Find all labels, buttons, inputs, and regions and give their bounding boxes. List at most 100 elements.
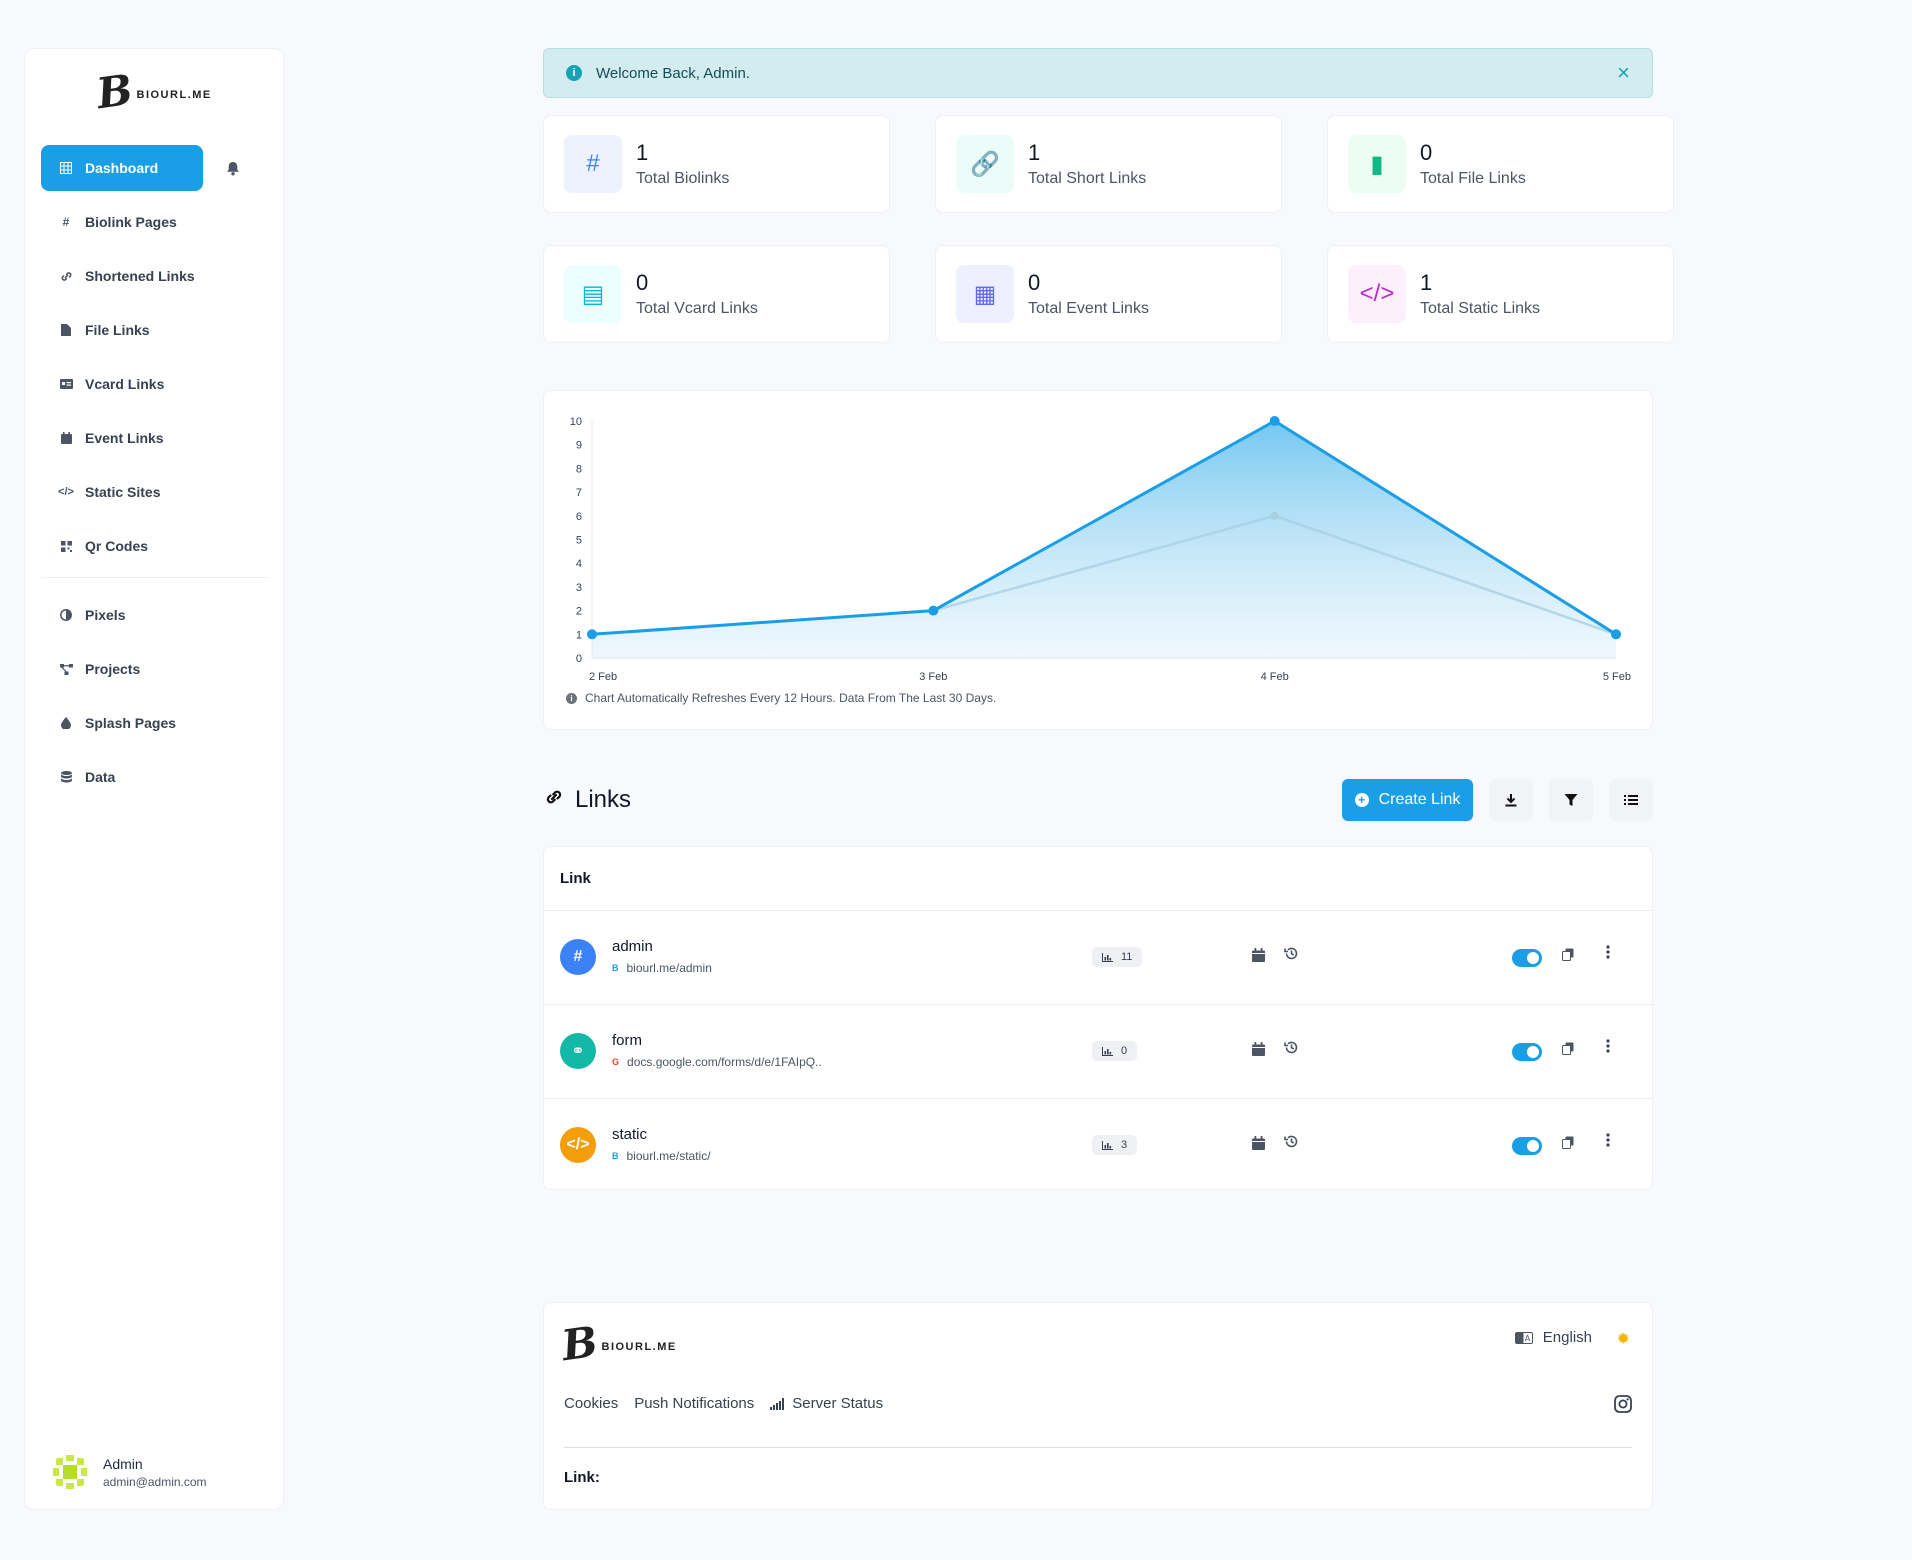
x-tick-label: 3 Feb — [919, 671, 947, 683]
sidebar-item-shortened-links[interactable]: Shortened Links — [41, 253, 269, 299]
sidebar-item-file-links[interactable]: File Links — [41, 307, 269, 353]
sidebar-item-label: Projects — [85, 661, 141, 677]
more-options-icon[interactable] — [1606, 945, 1610, 964]
create-link-button[interactable]: + Create Link — [1342, 779, 1473, 821]
stat-text: 0 Total File Links — [1420, 140, 1526, 188]
stat-card-total-short-links[interactable]: 🔗 1 Total Short Links — [935, 115, 1282, 213]
clicks-badge[interactable]: 11 — [1092, 947, 1143, 967]
copy-icon[interactable] — [1562, 948, 1574, 966]
link-enabled-toggle[interactable] — [1512, 1043, 1542, 1061]
sidebar-item-label: Biolink Pages — [85, 214, 177, 230]
brand-logo[interactable]: B BIOURL.ME — [94, 65, 212, 118]
bell-icon[interactable] — [226, 161, 240, 181]
y-tick-label: 4 — [576, 558, 582, 570]
file-icon: ▮ — [1348, 135, 1406, 193]
user-profile[interactable]: Admin admin@admin.com — [51, 1453, 207, 1491]
sidebar-item-biolink-pages[interactable]: # Biolink Pages — [41, 199, 269, 245]
sidebar-item-data[interactable]: Data — [41, 754, 269, 800]
sun-icon[interactable]: ✹ — [1616, 1331, 1630, 1348]
stat-card-total-vcard-links[interactable]: ▤ 0 Total Vcard Links — [543, 245, 890, 343]
alert-message: Welcome Back, Admin. — [596, 64, 750, 82]
hash-icon: # — [560, 939, 596, 975]
stat-card-total-event-links[interactable]: ▦ 0 Total Event Links — [935, 245, 1282, 343]
stat-card-total-static-links[interactable]: </> 1 Total Static Links — [1327, 245, 1674, 343]
stat-card-total-file-links[interactable]: ▮ 0 Total File Links — [1327, 115, 1674, 213]
data-point — [587, 629, 597, 640]
link-url-text: biourl.me/admin — [626, 961, 712, 975]
more-options-icon[interactable] — [1606, 1133, 1610, 1152]
sidebar-item-label: Shortened Links — [85, 268, 195, 284]
calendar-icon[interactable] — [1252, 1136, 1265, 1155]
footer-link-server-status[interactable]: Server Status — [770, 1395, 883, 1412]
link-enabled-toggle[interactable] — [1512, 1137, 1542, 1155]
sidebar-nav: Dashboard # Biolink Pages Shortened Links Fi… — [41, 145, 269, 808]
sidebar-item-vcard-links[interactable]: Vcard Links — [41, 361, 269, 407]
history-icon[interactable] — [1284, 1134, 1299, 1154]
link-icon: 🔗 — [956, 135, 1014, 193]
x-tick-label: 4 Feb — [1261, 671, 1289, 683]
bar-chart-icon — [1102, 1140, 1113, 1150]
footer-link-push-notifications[interactable]: Push Notifications — [634, 1395, 755, 1412]
link-enabled-toggle[interactable] — [1512, 949, 1542, 967]
sidebar-item-static-sites[interactable]: </> Static Sites — [41, 469, 269, 515]
sidebar-item-pixels[interactable]: Pixels — [41, 592, 269, 638]
sidebar-item-qr-codes[interactable]: Qr Codes — [41, 523, 269, 569]
sidebar-item-label: Qr Codes — [85, 538, 149, 554]
instagram-icon[interactable] — [1614, 1395, 1632, 1418]
history-icon[interactable] — [1284, 946, 1299, 966]
calendar-icon — [59, 431, 73, 445]
link-name[interactable]: form — [612, 1032, 642, 1049]
footer-link-cookies[interactable]: Cookies — [564, 1395, 619, 1412]
stat-value: 1 — [636, 140, 649, 165]
footer-brand-logo[interactable]: B BIOURL.ME — [559, 1317, 677, 1370]
sidebar-item-dashboard[interactable]: Dashboard — [41, 145, 203, 191]
close-icon[interactable]: × — [1617, 60, 1630, 85]
stat-value: 0 — [636, 270, 649, 295]
biourl-favicon: B — [612, 963, 619, 973]
server-status-label: Server Status — [792, 1395, 884, 1412]
sidebar-item-projects[interactable]: Projects — [41, 646, 269, 692]
sidebar-item-label: Vcard Links — [85, 376, 165, 392]
calendar-icon[interactable] — [1252, 948, 1265, 967]
hash-icon: # — [62, 215, 70, 229]
sidebar-item-event-links[interactable]: Event Links — [41, 415, 269, 461]
stat-text: 1 Total Short Links — [1028, 140, 1146, 188]
clicks-badge[interactable]: 0 — [1092, 1041, 1138, 1061]
clicks-count: 3 — [1121, 1139, 1128, 1151]
history-icon[interactable] — [1284, 1040, 1299, 1060]
stat-label: Total Short Links — [1028, 170, 1147, 187]
link-url-text: docs.google.com/forms/d/e/1FAIpQ.. — [627, 1055, 822, 1069]
stat-value: 0 — [1420, 140, 1433, 165]
footer-divider — [564, 1447, 1632, 1448]
create-link-label: Create Link — [1378, 791, 1461, 808]
list-view-button[interactable] — [1609, 779, 1653, 821]
link-name[interactable]: static — [612, 1126, 648, 1143]
qr-icon — [59, 539, 73, 553]
y-tick-label: 5 — [576, 535, 582, 547]
calendar-icon[interactable] — [1252, 1042, 1265, 1061]
hash-icon: # — [564, 135, 622, 193]
stat-card-total-biolinks[interactable]: #1 Total Biolinks — [543, 115, 890, 213]
footer: B BIOURL.ME A English ✹ Cookies Push Not… — [543, 1302, 1653, 1510]
copy-icon[interactable] — [1562, 1136, 1574, 1154]
copy-icon[interactable] — [1562, 1042, 1574, 1060]
info-icon: i — [566, 65, 582, 81]
sidebar-item-splash-pages[interactable]: Splash Pages — [41, 700, 269, 746]
more-options-icon[interactable] — [1606, 1039, 1610, 1058]
stat-label: Total Biolinks — [636, 170, 730, 187]
download-button[interactable] — [1489, 779, 1533, 821]
stat-label: Total Vcard Links — [636, 300, 758, 317]
filter-button[interactable] — [1549, 779, 1593, 821]
language-selector[interactable]: A English — [1514, 1329, 1592, 1346]
link-name[interactable]: admin — [612, 938, 653, 955]
language-label: English — [1542, 1329, 1592, 1346]
droplet-icon — [59, 716, 73, 730]
biourl-favicon: B — [612, 1151, 619, 1161]
clicks-badge[interactable]: 3 — [1092, 1135, 1138, 1155]
